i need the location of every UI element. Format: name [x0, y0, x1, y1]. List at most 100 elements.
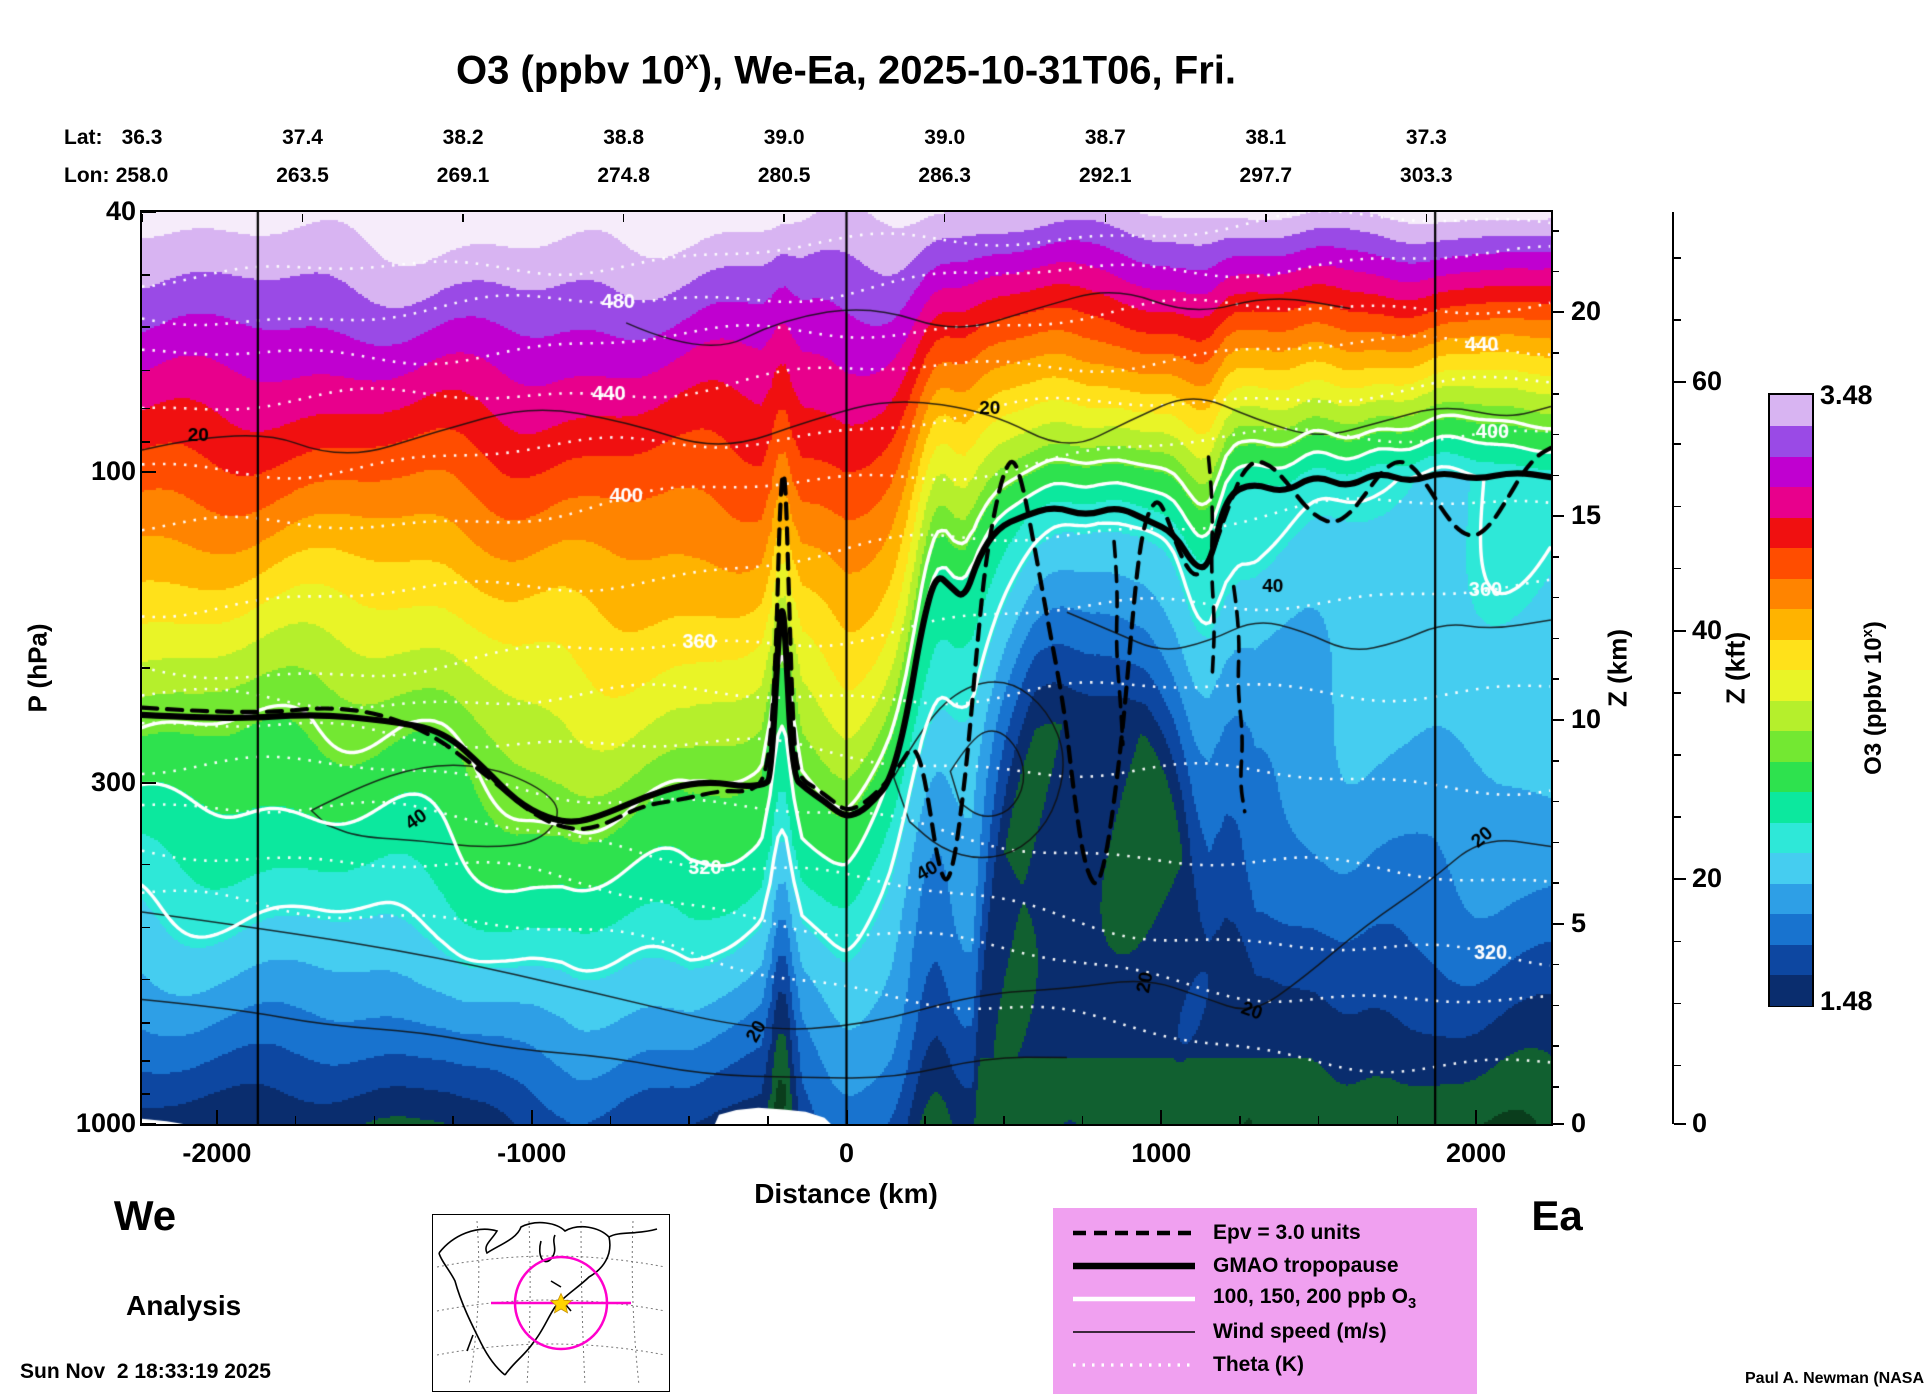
analysis-label: Analysis: [126, 1290, 242, 1321]
colorbar-band: [1770, 486, 1812, 518]
map-crosshair-circle: [513, 1255, 609, 1351]
colorbar-band: [1770, 395, 1812, 426]
zkm-minor-tick: [1553, 474, 1559, 477]
legend-label-wind: Wind speed (m/s): [1213, 1319, 1387, 1343]
zkft-minor-tick: [1674, 443, 1681, 445]
zkm-minor-tick: [1553, 230, 1559, 232]
pressure-minor-tick: [142, 407, 150, 410]
zkm-major-tick: [1553, 1123, 1564, 1125]
colorbar-band: [1770, 974, 1812, 1006]
colorbar-band: [1770, 608, 1812, 640]
zkm-minor-tick: [1553, 678, 1559, 680]
pressure-minor-tick: [142, 326, 150, 328]
zkft-major-tick: [1674, 381, 1686, 384]
zkft-tick-label: 20: [1692, 863, 1723, 894]
distance-minor-tick: [294, 1116, 297, 1124]
pressure-tick-label: 100: [90, 455, 136, 486]
colorbar-band: [1770, 761, 1812, 792]
distance-tick-label: 0: [838, 1138, 855, 1168]
zkft-tick-label: 0: [1692, 1108, 1708, 1138]
zkm-major-tick: [1553, 922, 1564, 925]
o3-cross-section-canvas: [142, 212, 1551, 1124]
lon-axis-label: Lon:: [64, 164, 110, 187]
zkm-minor-tick: [1553, 1086, 1559, 1088]
section-point-tick: [943, 214, 946, 222]
lon-value: 263.5: [276, 164, 329, 187]
zkm-minor-tick: [1553, 270, 1559, 273]
section-point-tick: [301, 214, 304, 222]
zkft-tick-label: 40: [1692, 614, 1723, 645]
pressure-minor-tick: [142, 926, 150, 929]
title-suffix: ), We-Ea, 2025-10-31T06, Fri.: [698, 48, 1237, 93]
colorbar-title: O3 (ppbv 10x): [1860, 621, 1888, 775]
legend-label-o3-subscript: 3: [1407, 1296, 1417, 1313]
pressure-minor-tick: [142, 1022, 150, 1024]
zkft-minor-tick: [1674, 505, 1681, 508]
west-endpoint-label: We: [113, 1192, 177, 1239]
distance-major-tick: [1475, 1110, 1478, 1124]
map-graticule: [436, 1220, 666, 1386]
legend-box: Epv = 3.0 units GMAO tropopause 100, 150…: [1053, 1208, 1477, 1394]
o3-contour-line-sample: [1073, 1296, 1195, 1301]
zkm-minor-tick: [1553, 393, 1559, 395]
zkm-major-tick: [1553, 311, 1564, 314]
distance-minor-tick: [688, 1116, 690, 1124]
colorbar-title-superscript: x: [1860, 629, 1876, 638]
lon-value: 258.0: [115, 164, 169, 187]
distance-major-tick: [530, 1110, 533, 1124]
colorbar-band: [1770, 822, 1812, 853]
distance-minor-tick: [1317, 1116, 1320, 1124]
distance-axis-title: Distance (km): [754, 1178, 938, 1209]
colorbar-max-label: 3.48: [1820, 380, 1873, 410]
colorbar-band: [1770, 425, 1812, 457]
pressure-major-tick: [142, 781, 156, 784]
colorbar-band: [1770, 883, 1812, 914]
distance-tick-label: -1000: [497, 1138, 567, 1168]
pressure-major-tick: [142, 470, 156, 473]
tropopause-line-sample: [1073, 1262, 1195, 1269]
zkm-minor-tick: [1553, 1045, 1559, 1047]
pressure-minor-tick: [142, 1093, 150, 1095]
distance-minor-tick: [1081, 1116, 1084, 1124]
legend-item-theta: Theta (K): [1053, 1348, 1477, 1381]
lat-value: 37.4: [282, 126, 323, 149]
zkm-major-tick: [1553, 718, 1564, 721]
legend-label-epv: Epv = 3.0 units: [1213, 1220, 1361, 1244]
legend-label-tropopause: GMAO tropopause: [1213, 1253, 1399, 1277]
wind-line-sample: [1073, 1330, 1195, 1333]
distance-major-tick: [1160, 1110, 1163, 1124]
colorbar-band: [1770, 456, 1812, 487]
lat-value: 38.8: [603, 126, 645, 149]
pressure-minor-tick: [142, 369, 150, 372]
distance-minor-tick: [1003, 1116, 1005, 1124]
zkm-tick-label: 5: [1571, 907, 1587, 938]
lat-value: 39.0: [763, 126, 805, 149]
lat-value: 38.2: [442, 126, 484, 149]
zkm-minor-tick: [1553, 882, 1559, 884]
zkm-tick-label: 20: [1571, 296, 1602, 327]
pressure-axis-title: P (hPa): [22, 623, 53, 713]
colorbar-band: [1770, 669, 1812, 701]
zkm-minor-tick: [1553, 637, 1559, 640]
zkft-major-tick: [1674, 629, 1686, 632]
lon-value: 274.8: [597, 164, 650, 187]
pressure-minor-tick: [142, 863, 150, 866]
distance-minor-tick: [373, 1116, 376, 1124]
section-point-tick: [1265, 214, 1267, 222]
pressure-tick-label: 40: [105, 196, 136, 226]
lat-value: 38.7: [1084, 126, 1126, 149]
pressure-major-tick: [142, 1123, 156, 1125]
colorbar-band: [1770, 944, 1812, 975]
distance-minor-tick: [924, 1116, 926, 1124]
pressure-tick-label: 300: [90, 766, 136, 797]
pressure-minor-tick: [142, 274, 150, 276]
zkft-tick-label: 60: [1692, 366, 1723, 397]
lat-value: 39.0: [924, 126, 966, 149]
distance-minor-tick: [609, 1116, 612, 1124]
map-star-icon: [549, 1292, 573, 1314]
section-point-tick: [1104, 214, 1106, 222]
zkft-minor-tick: [1674, 816, 1681, 818]
legend-item-epv: Epv = 3.0 units: [1053, 1216, 1477, 1249]
section-point-tick: [462, 214, 464, 222]
